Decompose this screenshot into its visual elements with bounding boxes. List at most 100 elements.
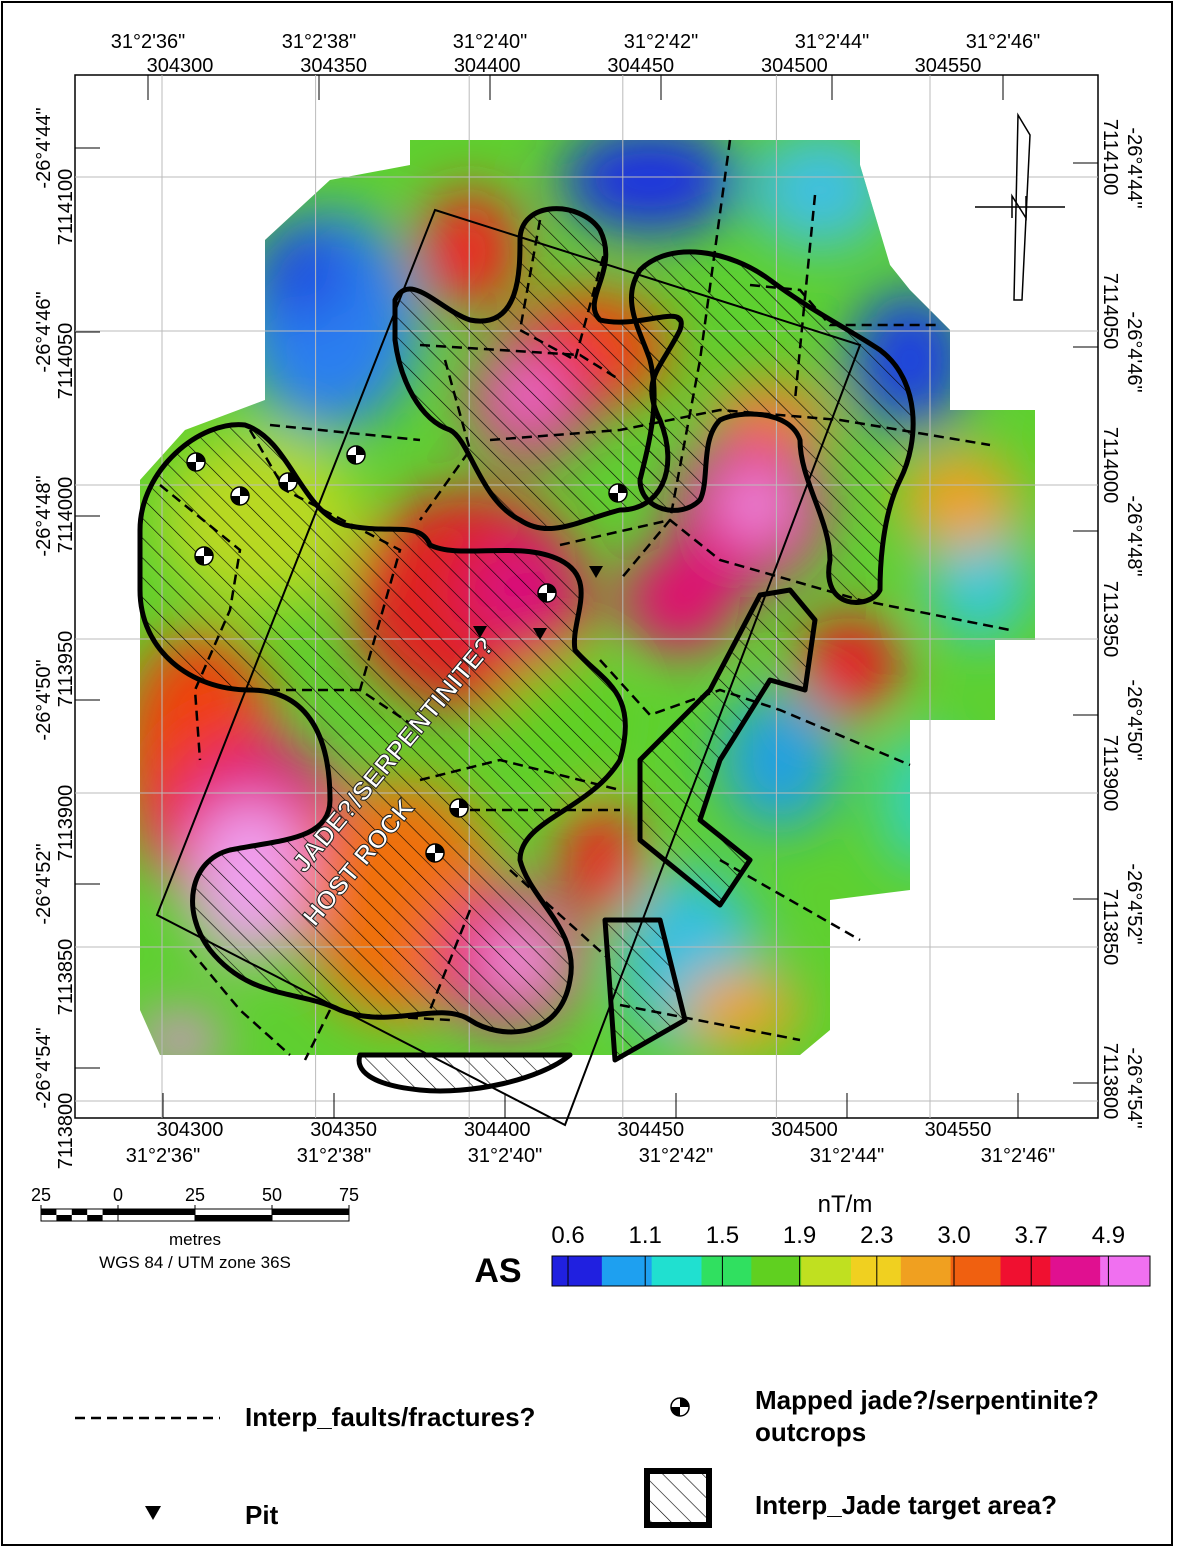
legend-outcrop-symbol [670,1397,690,1417]
fault [303,1009,332,1061]
projection-label: WGS 84 / UTM zone 36S [99,1253,291,1272]
longitude-label: 31°2'40" [453,31,528,53]
scale-bar-cell [272,1209,349,1215]
latitude-label: -26°4'50" [1123,679,1145,760]
latitude-label: -26°4'52" [33,843,55,924]
outcrop [425,843,445,863]
northing-label: 7113850 [55,939,77,1015]
outcrop-fill [609,484,627,502]
fault [509,869,611,961]
outcrop [608,483,628,503]
color-scale-label: 1.5 [706,1222,739,1249]
color-class [1050,1256,1101,1286]
fault [269,423,421,442]
color-scale: 0.6 1.1 1.5 1.9 2.3 3.0 3.7 4.9 nT/m AS [474,1191,1151,1290]
color-class [950,1256,1001,1286]
northing-label: 7114000 [1099,427,1121,503]
fault [159,484,242,761]
longitude-label: 31°2'42" [624,31,699,53]
color-scale-label: 3.0 [937,1222,970,1249]
outcrop [230,486,250,506]
color-scale-unit: nT/m [818,1191,873,1218]
outcrops [186,445,628,863]
outcrop-fill [347,446,365,464]
color-class [1000,1256,1051,1286]
color-class [801,1256,852,1286]
latitude-label: -26°4'46" [1123,311,1145,392]
grid: 304300 304300 304350 304350 304400 304400 3044… [33,31,1145,1169]
scale-bar-cell [195,1215,272,1221]
easting-label: 304350 [310,1119,377,1141]
color-class [900,1256,952,1286]
scale-bar-cell [71,1209,88,1215]
fault [719,858,861,942]
northing-label: 7113950 [55,631,77,707]
color-class [1100,1256,1151,1286]
easting-label: 304300 [147,55,214,77]
color-scale-frame [551,1255,1151,1287]
legend-pit-symbol [145,1506,161,1520]
scale-bar-cell [56,1215,72,1221]
outcrop [186,452,206,472]
easting-label: 304450 [607,55,674,77]
scale-bar-cell [87,1215,103,1221]
northing-label: 7113900 [55,785,77,861]
target-area [637,587,818,908]
pit [533,628,547,640]
color-class [601,1256,653,1286]
color-scale-label: 1.9 [783,1222,816,1249]
latitude-label: -26°4'54" [33,1027,55,1108]
legend-target-symbol [644,1468,712,1528]
outcrop [278,472,298,492]
scale-bar-label: 25 [185,1185,205,1205]
fault [418,359,472,521]
fault [619,1003,801,1042]
outcrop [449,798,469,818]
survey-block [155,208,862,1127]
scale-bar-cell [118,1209,195,1215]
northing-label: 7114050 [1099,273,1121,349]
outcrop-fill [450,799,468,817]
easting-label: 304300 [157,1119,224,1141]
longitude-label: 31°2'36" [126,1145,201,1167]
fault [518,219,607,362]
fault [428,909,472,1011]
legend-label: Mapped jade?/serpentinite? outcrops [755,1385,1099,1447]
north-arrow [975,112,1065,301]
color-scale-label: 4.9 [1092,1222,1125,1249]
latitude-label: -26°4'44" [33,107,55,188]
easting-label: 304500 [761,55,828,77]
fault [619,139,732,581]
scale-bar-label: 50 [262,1185,282,1205]
latitude-label: -26°4'46" [33,291,55,372]
outcrop [346,445,366,465]
fault [419,758,621,792]
color-scale-label: 0.6 [551,1222,584,1249]
latitude-label: -26°4'54" [1123,1047,1145,1128]
fault [599,659,911,767]
longitude-label: 31°2'36" [111,31,186,53]
scale-bar-unit: metres [169,1230,221,1249]
fault [749,283,940,327]
outcrop-fill [231,487,249,505]
easting-label: 304500 [771,1119,838,1141]
pits [473,566,603,640]
outcrop-fill [195,547,213,565]
legend-label: Interp_Jade target area? [755,1490,1058,1520]
longitude-label: 31°2'38" [282,31,357,53]
fault [793,194,817,401]
color-class [701,1256,752,1286]
fault [489,408,991,447]
easting-label: 304400 [454,55,521,77]
scale-bar: 25 0 25 50 75 metres WGS 84 / UTM zone 36S [31,1185,359,1272]
easting-label: 304450 [617,1119,684,1141]
latitude-label: -26°4'48" [33,475,55,556]
longitude-label: 31°2'38" [297,1145,372,1167]
pit [473,626,487,638]
northing-label: 7114000 [55,477,77,553]
latitude-label: -26°4'44" [1123,127,1145,208]
northing-label: 7113850 [1099,889,1121,965]
latitude-label: -26°4'52" [1123,863,1145,944]
scale-bar-label: 25 [31,1185,51,1205]
